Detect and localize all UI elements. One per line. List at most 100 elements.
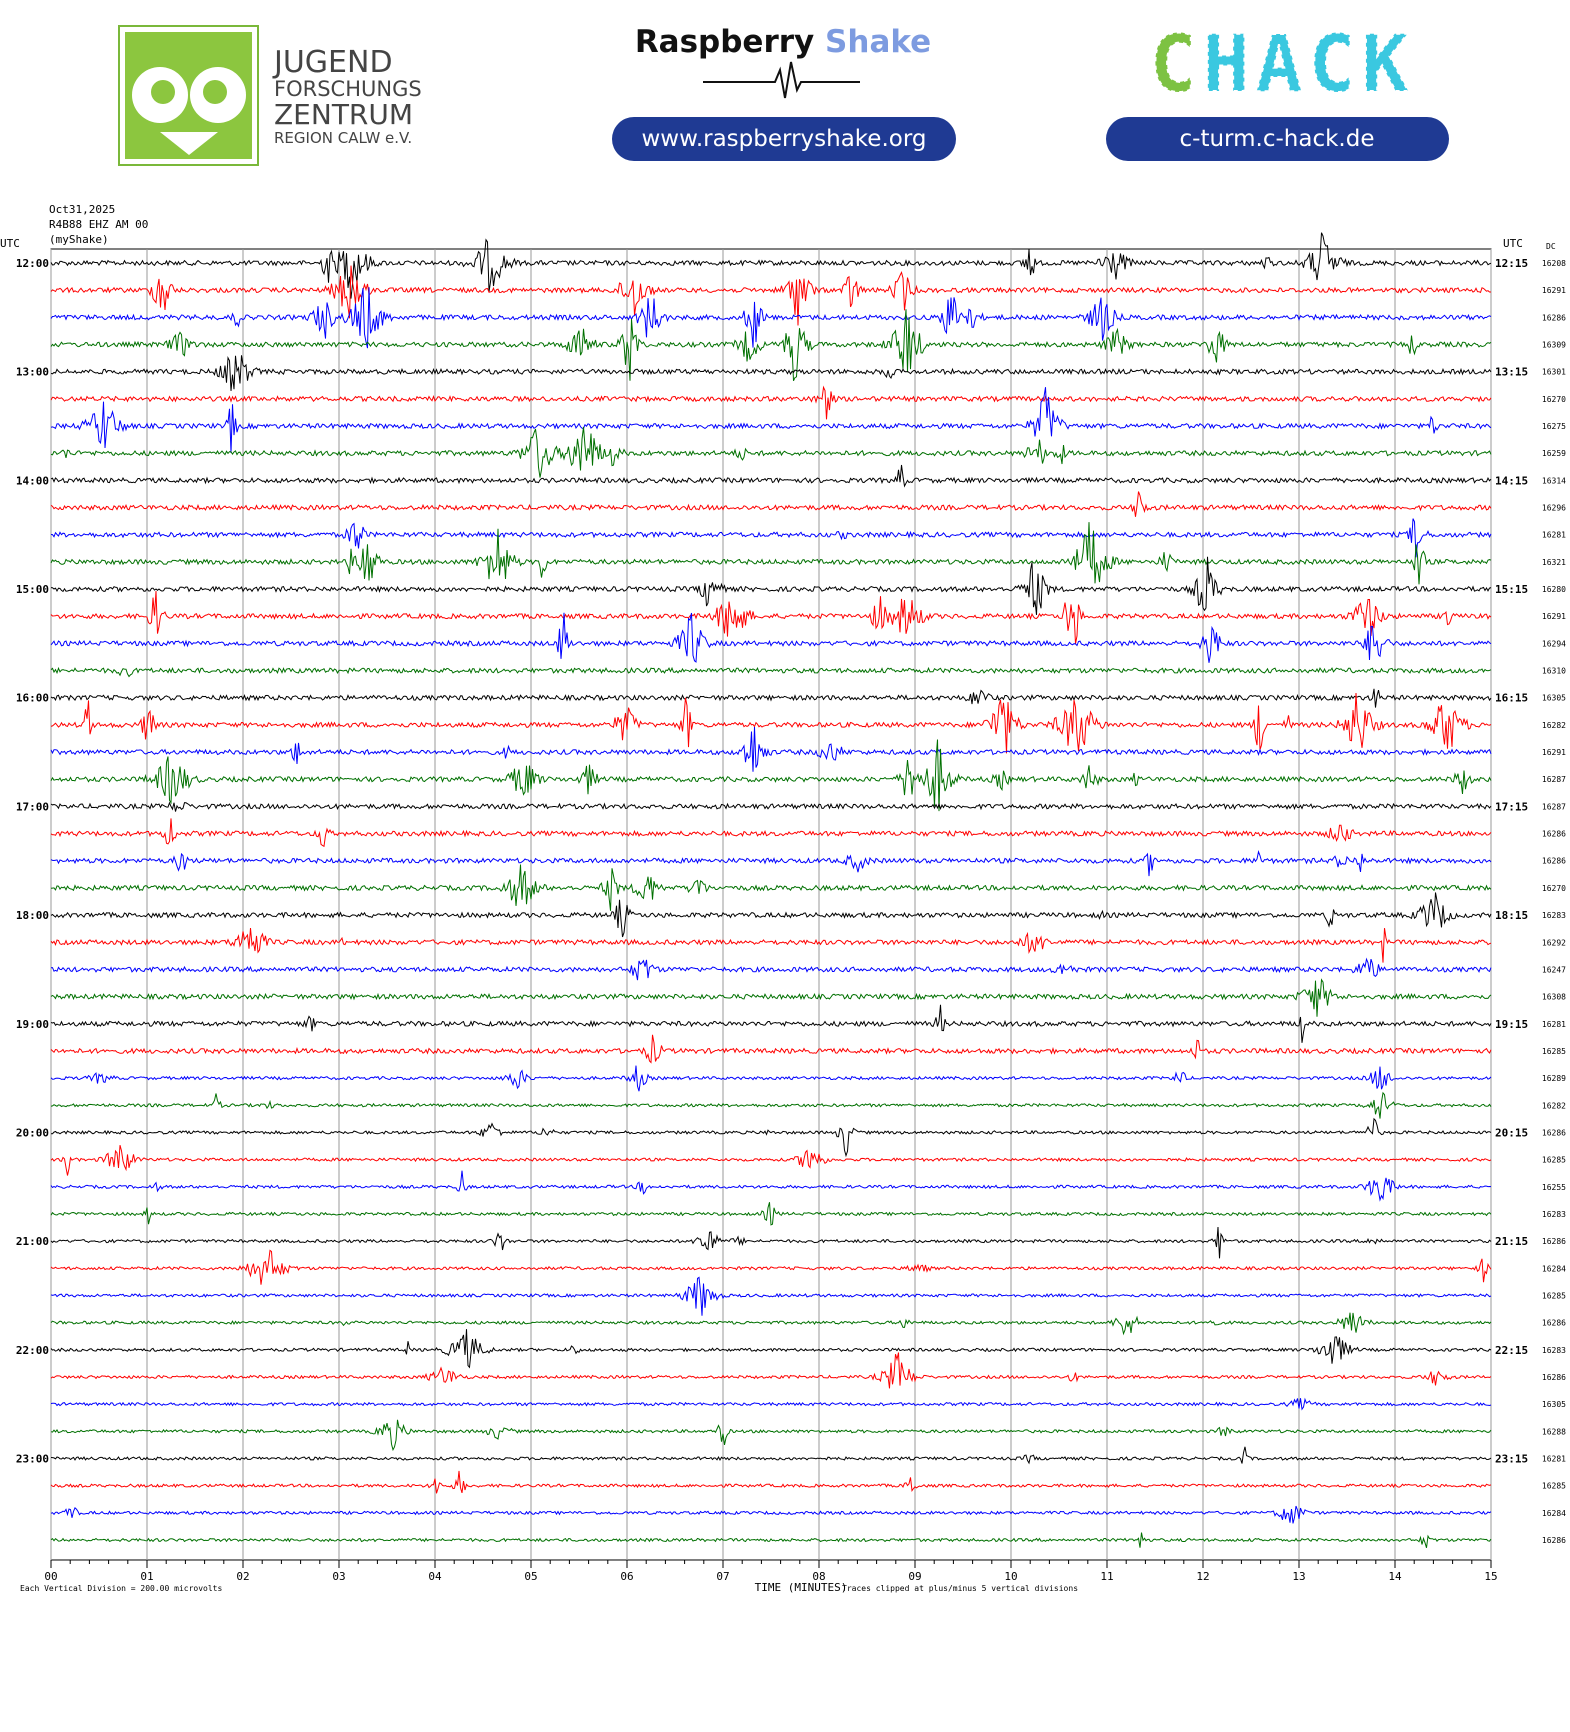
x-tick-label: 08: [812, 1570, 825, 1583]
dc-value: 16294: [1542, 639, 1566, 648]
dc-value: 16286: [1542, 830, 1566, 839]
chack-logo: CHACK: [1150, 20, 1415, 110]
trace: [50, 927, 1492, 963]
dc-value: 16275: [1542, 422, 1566, 431]
rs-url[interactable]: www.raspberryshake.org: [642, 126, 927, 152]
clip-note: Traces clipped at plus/minus 5 vertical …: [842, 1584, 1078, 1593]
left-time-label: 23:00: [16, 1452, 49, 1465]
trace: [50, 1276, 1492, 1316]
x-tick-label: 12: [1196, 1570, 1209, 1583]
dc-value: 16291: [1542, 748, 1566, 757]
trace: [50, 1144, 1492, 1176]
right-axis-label: UTC: [1503, 237, 1523, 250]
right-time-label: 19:15: [1495, 1018, 1528, 1031]
left-time-label: 21:00: [16, 1235, 49, 1248]
dc-value: 16283: [1542, 1346, 1566, 1355]
x-tick-label: 03: [332, 1570, 345, 1583]
right-time-label: 13:15: [1495, 366, 1528, 379]
dc-value: 16270: [1542, 395, 1566, 404]
right-time-label: 22:15: [1495, 1344, 1528, 1357]
dc-value: 16281: [1542, 1020, 1566, 1029]
dc-value: 16286: [1542, 1536, 1566, 1545]
dc-value: 16314: [1542, 476, 1566, 485]
left-time-label: 19:00: [16, 1018, 49, 1031]
trace: [50, 850, 1492, 877]
right-time-label: 16:15: [1495, 692, 1528, 705]
trace: [50, 1532, 1492, 1548]
dc-value: 16285: [1542, 1047, 1566, 1056]
trace: [50, 957, 1492, 981]
left-time-label: 17:00: [16, 800, 49, 813]
rs-url-pill[interactable]: [612, 117, 956, 161]
dc-value: 16286: [1542, 1319, 1566, 1328]
rs-brand-1: Raspberry: [635, 24, 814, 60]
dc-value: 16287: [1542, 802, 1566, 811]
dc-value: 16280: [1542, 585, 1566, 594]
right-time-label: 18:15: [1495, 909, 1528, 922]
trace: [50, 265, 1491, 326]
left-time-label: 22:00: [16, 1344, 49, 1357]
chack-url[interactable]: c-turm.c-hack.de: [1180, 126, 1375, 152]
dc-value: 16259: [1542, 449, 1566, 458]
x-tick-label: 10: [1004, 1570, 1017, 1583]
dc-value: 16301: [1542, 368, 1566, 377]
dc-value: 16270: [1542, 884, 1566, 893]
x-axis-label: TIME (MINUTES): [755, 1581, 848, 1594]
trace: [50, 518, 1492, 558]
trace: [50, 1312, 1492, 1336]
date: Oct31,2025: [49, 203, 115, 216]
trace: [50, 1419, 1492, 1452]
x-tick-label: 00: [44, 1570, 57, 1583]
dc-value: 16305: [1542, 1400, 1566, 1409]
dc-label: DC: [1546, 242, 1556, 251]
chack-url-pill[interactable]: [1106, 117, 1449, 161]
x-tick-label: 09: [908, 1570, 921, 1583]
dc-value: 16289: [1542, 1074, 1566, 1083]
trace: [50, 309, 1492, 382]
trace: [50, 978, 1492, 1017]
trace: [50, 1470, 1492, 1494]
trace: [50, 1329, 1492, 1369]
dc-value: 16285: [1542, 1482, 1566, 1491]
left-time-label: 13:00: [16, 366, 49, 379]
trace: [50, 287, 1492, 349]
dc-value: 16286: [1542, 313, 1566, 322]
dc-value: 16287: [1542, 775, 1566, 784]
trace: [50, 1249, 1492, 1285]
dc-value: 16255: [1542, 1183, 1566, 1192]
trace: [50, 666, 1492, 678]
rs-brand-2: Shake: [825, 24, 931, 60]
x-tick-label: 06: [620, 1570, 633, 1583]
dc-value: 16285: [1542, 1156, 1566, 1165]
chack-c: C: [1150, 20, 1203, 110]
right-time-label: 15:15: [1495, 583, 1528, 596]
right-time-label: 17:15: [1495, 800, 1528, 813]
dc-value: 16208: [1542, 259, 1566, 268]
trace: [50, 232, 1492, 299]
dc-value: 16281: [1542, 1454, 1566, 1463]
dc-value: 16305: [1542, 694, 1566, 703]
trace: [50, 1065, 1492, 1092]
trace: [50, 892, 1492, 938]
right-time-label: 12:15: [1495, 257, 1528, 270]
trace: [51, 1117, 1492, 1158]
rs-brand: Raspberry Shake: [635, 24, 931, 60]
scale-note: Each Vertical Division = 200.00 microvol…: [20, 1584, 222, 1593]
trace: [50, 1034, 1492, 1064]
x-tick-label: 01: [140, 1570, 153, 1583]
dc-value: 16284: [1542, 1264, 1566, 1273]
x-tick-label: 02: [236, 1570, 249, 1583]
trace: [50, 801, 1492, 812]
right-time-label: 21:15: [1495, 1235, 1528, 1248]
left-time-label: 20:00: [16, 1126, 49, 1139]
x-tick-label: 04: [428, 1570, 442, 1583]
network: (myShake): [49, 233, 109, 246]
dc-value: 16284: [1542, 1509, 1566, 1518]
trace: [50, 387, 1492, 454]
dc-value: 16308: [1542, 993, 1566, 1002]
jfz-logo: [118, 25, 259, 166]
trace: [50, 1446, 1492, 1465]
left-time-label: 18:00: [16, 909, 49, 922]
dc-value: 16310: [1542, 667, 1566, 676]
